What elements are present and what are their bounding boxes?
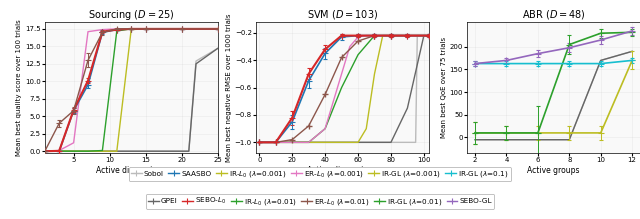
Y-axis label: Mean best QoE over 75 trials: Mean best QoE over 75 trials [441, 37, 447, 138]
Y-axis label: Mean best negative RMSE over 1000 trials: Mean best negative RMSE over 1000 trials [226, 13, 232, 162]
X-axis label: Active dimensions: Active dimensions [307, 166, 378, 175]
Y-axis label: Mean best quality score over 100 trials: Mean best quality score over 100 trials [16, 19, 22, 156]
Legend: Sobol, SAASBO, IR-$L_0$ ($\lambda$=0.001), ER-$L_0$ ($\lambda$=0.001), IR-GL ($\: Sobol, SAASBO, IR-$L_0$ ($\lambda$=0.001… [129, 167, 511, 182]
X-axis label: Active groups: Active groups [527, 166, 580, 175]
Title: Sourcing ($D = 25$): Sourcing ($D = 25$) [88, 8, 175, 22]
Title: SVM ($D = 103$): SVM ($D = 103$) [307, 8, 378, 21]
Title: ABR ($D = 48$): ABR ($D = 48$) [522, 8, 586, 21]
Legend: GPEI, SEBO-$L_0$, IR-$L_0$ ($\lambda$=0.01), ER-$L_0$ ($\lambda$=0.01), IR-GL ($: GPEI, SEBO-$L_0$, IR-$L_0$ ($\lambda$=0.… [146, 194, 494, 209]
X-axis label: Active dimensions: Active dimensions [96, 166, 166, 175]
